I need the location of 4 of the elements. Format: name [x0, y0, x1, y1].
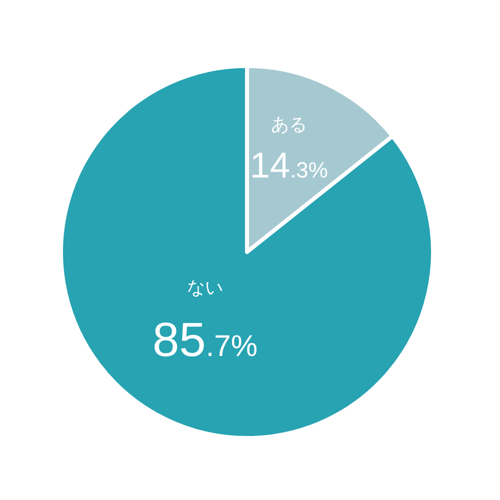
slice-label: ない: [186, 278, 223, 299]
data-label: 85.7%: [152, 314, 258, 367]
slice-label: ある: [271, 114, 308, 136]
data-label: 14.3%: [250, 144, 328, 186]
